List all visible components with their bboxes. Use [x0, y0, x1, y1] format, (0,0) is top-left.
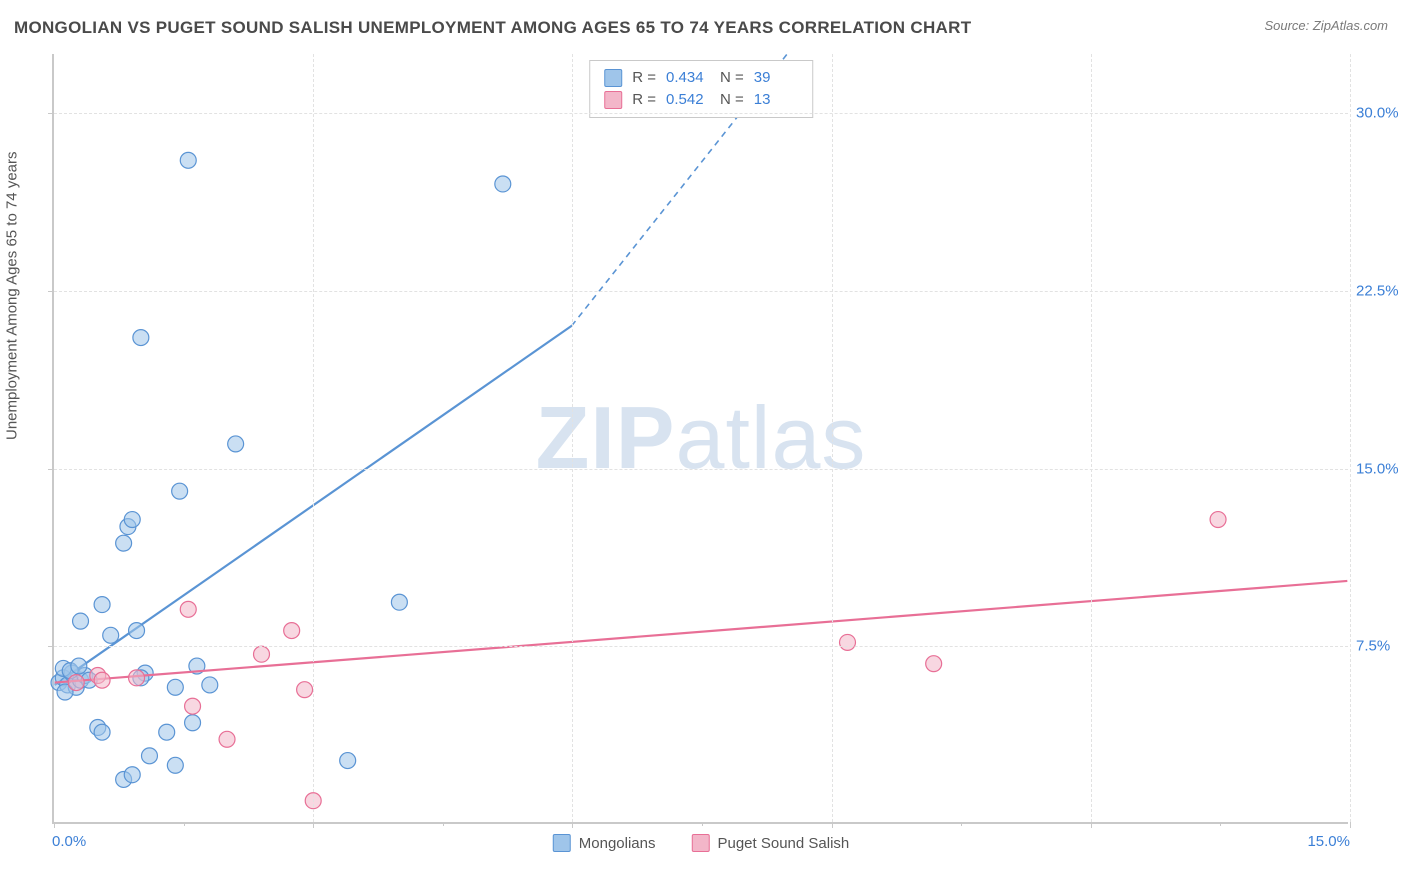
legend-series: Mongolians Puget Sound Salish [553, 834, 849, 852]
grid-line-v [572, 54, 573, 822]
stat-r-value: 0.542 [666, 89, 710, 111]
x-tick-mark [1350, 822, 1351, 828]
y-axis-label: Unemployment Among Ages 65 to 74 years [4, 151, 21, 440]
legend-swatch [604, 69, 622, 87]
stat-r-label: R = [632, 89, 656, 111]
data-point [180, 601, 196, 617]
stat-n-label: N = [720, 89, 744, 111]
x-tick-label: 15.0% [1307, 833, 1350, 850]
legend-series-item: Puget Sound Salish [691, 834, 849, 852]
data-point [284, 623, 300, 639]
x-minor-tick [961, 822, 962, 826]
x-tick-label: 0.0% [52, 833, 86, 850]
data-point [124, 512, 140, 528]
grid-line-h [54, 646, 1348, 647]
data-point [124, 767, 140, 783]
plot-area: ZIPatlas R =0.434N =39R =0.542N =13 Mong… [52, 54, 1348, 824]
x-minor-tick [184, 822, 185, 826]
x-tick-mark [572, 822, 573, 828]
grid-line-h [54, 291, 1348, 292]
legend-series-label: Puget Sound Salish [717, 835, 849, 852]
data-point [141, 748, 157, 764]
data-point [185, 715, 201, 731]
y-tick-mark [48, 113, 54, 114]
x-minor-tick [702, 822, 703, 826]
grid-line-v [313, 54, 314, 822]
grid-line-h [54, 469, 1348, 470]
data-point [180, 152, 196, 168]
source-attribution: Source: ZipAtlas.com [1264, 18, 1388, 33]
y-tick-mark [48, 646, 54, 647]
data-point [133, 330, 149, 346]
data-point [103, 627, 119, 643]
data-point [219, 731, 235, 747]
data-point [228, 436, 244, 452]
x-minor-tick [1220, 822, 1221, 826]
legend-series-label: Mongolians [579, 835, 656, 852]
legend-swatch [553, 834, 571, 852]
data-point [129, 670, 145, 686]
stat-r-label: R = [632, 67, 656, 89]
data-point [391, 594, 407, 610]
y-tick-mark [48, 291, 54, 292]
chart-container: MONGOLIAN VS PUGET SOUND SALISH UNEMPLOY… [0, 0, 1406, 892]
grid-line-v [1350, 54, 1351, 822]
chart-title: MONGOLIAN VS PUGET SOUND SALISH UNEMPLOY… [14, 18, 971, 38]
x-tick-mark [54, 822, 55, 828]
y-tick-label: 15.0% [1356, 460, 1406, 477]
data-point [94, 724, 110, 740]
legend-stats-row: R = 0.542 N = 13 [604, 89, 798, 111]
y-tick-label: 22.5% [1356, 282, 1406, 299]
stat-n-label: N = [720, 67, 744, 89]
data-point [840, 634, 856, 650]
stat-n-value: 13 [754, 89, 798, 111]
data-point [73, 613, 89, 629]
y-tick-label: 30.0% [1356, 105, 1406, 122]
y-tick-mark [48, 469, 54, 470]
data-point [202, 677, 218, 693]
data-point [94, 672, 110, 688]
grid-line-v [832, 54, 833, 822]
data-point [167, 757, 183, 773]
data-point [71, 658, 87, 674]
data-point [926, 656, 942, 672]
x-tick-mark [1091, 822, 1092, 828]
grid-line-v [1091, 54, 1092, 822]
data-point [495, 176, 511, 192]
data-point [167, 679, 183, 695]
legend-swatch [604, 91, 622, 109]
stat-r-value: 0.434 [666, 67, 710, 89]
legend-stats-row: R = 0.434 N = 39 [604, 67, 798, 89]
data-point [340, 753, 356, 769]
data-point [129, 623, 145, 639]
stat-n-value: 39 [754, 67, 798, 89]
data-point [68, 675, 84, 691]
data-point [254, 646, 270, 662]
data-point [94, 597, 110, 613]
x-tick-mark [313, 822, 314, 828]
grid-line-h [54, 113, 1348, 114]
y-tick-label: 7.5% [1356, 638, 1406, 655]
legend-series-item: Mongolians [553, 834, 656, 852]
x-minor-tick [443, 822, 444, 826]
data-point [172, 483, 188, 499]
chart-svg [54, 54, 1348, 822]
data-point [185, 698, 201, 714]
legend-stats-box: R = 0.434 N = 39 R = 0.542 N = 13 [589, 60, 813, 118]
data-point [297, 682, 313, 698]
trend-line-puget-sound-salish [55, 581, 1348, 683]
data-point [159, 724, 175, 740]
x-tick-mark [832, 822, 833, 828]
legend-swatch [691, 834, 709, 852]
data-point [1210, 512, 1226, 528]
data-point [116, 535, 132, 551]
